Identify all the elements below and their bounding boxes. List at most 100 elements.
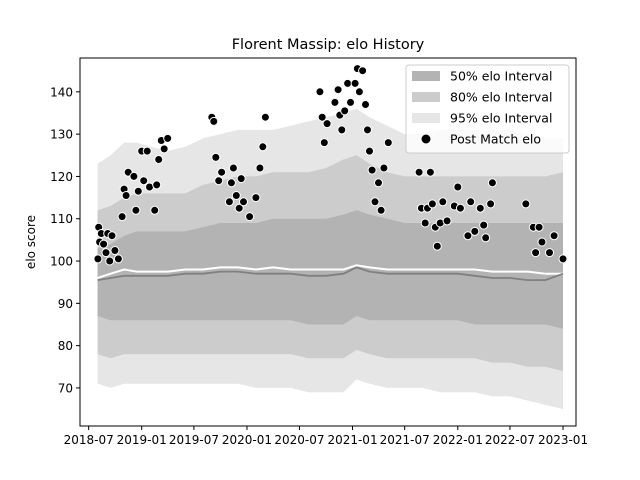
data-point: [99, 239, 109, 249]
data-point: [260, 112, 270, 122]
data-point: [319, 138, 329, 148]
interval-bands: [97, 108, 563, 410]
y-tick-label: 140: [50, 85, 73, 99]
data-point: [214, 176, 224, 186]
y-tick-label: 80: [58, 339, 73, 353]
data-point: [154, 155, 164, 164]
trend-lines: [97, 264, 564, 281]
data-point: [537, 237, 547, 247]
data-point: [486, 199, 496, 209]
data-point: [427, 199, 437, 209]
data-point: [255, 163, 265, 173]
data-point: [558, 254, 568, 264]
data-point: [521, 199, 531, 209]
legend-label: 50% elo Interval: [450, 69, 552, 84]
data-point: [226, 178, 236, 188]
data-point: [131, 205, 141, 215]
data-point: [534, 222, 544, 232]
x-tick-label: 2021-07: [380, 433, 430, 447]
data-point: [245, 212, 255, 222]
data-point: [545, 248, 554, 258]
x-tick-label: 2020-01: [222, 433, 272, 447]
y-tick-label: 120: [50, 170, 73, 184]
data-point: [425, 167, 435, 177]
data-point: [121, 191, 131, 200]
x-tick-label: 2022-07: [485, 433, 535, 447]
x-tick-label: 2021-01: [327, 433, 377, 447]
data-point: [150, 205, 160, 215]
data-point: [370, 197, 380, 207]
x-tick-label: 2019-01: [117, 433, 167, 447]
data-point: [211, 152, 221, 162]
data-point: [442, 216, 452, 226]
data-point: [129, 171, 139, 181]
data-point: [117, 212, 127, 222]
data-point: [455, 203, 465, 213]
data-point: [453, 182, 463, 192]
data-point: [133, 186, 143, 196]
data-point: [481, 233, 491, 243]
data-point: [251, 193, 261, 203]
post-match-points: [93, 64, 568, 266]
data-point: [479, 220, 489, 230]
x-tick-label: 2022-01: [433, 433, 483, 447]
y-tick-label: 130: [50, 128, 73, 142]
data-point: [379, 163, 389, 173]
data-point: [317, 112, 327, 122]
data-point: [414, 167, 424, 177]
plot-area: [93, 64, 568, 410]
y-axis-label: elo score: [24, 215, 38, 269]
x-tick-label: 2023-01: [538, 433, 588, 447]
data-point: [234, 203, 244, 213]
data-point: [217, 167, 227, 177]
data-point: [337, 125, 347, 135]
data-point: [224, 197, 234, 207]
x-tick-label: 2018-07: [64, 433, 114, 447]
data-point: [358, 66, 368, 76]
data-point: [367, 165, 377, 175]
data-point: [354, 87, 364, 97]
legend-label: 95% elo Interval: [450, 111, 552, 126]
data-point: [322, 119, 332, 129]
data-point: [209, 116, 219, 126]
data-point: [346, 97, 355, 107]
plot-frame: [79, 57, 577, 427]
data-point: [333, 85, 343, 95]
chart-title: Florent Massip: elo History: [232, 37, 425, 53]
data-point: [340, 106, 350, 116]
data-point: [258, 142, 268, 152]
legend-marker: [420, 133, 432, 145]
data-point: [142, 146, 152, 156]
data-point: [376, 205, 386, 215]
data-point: [438, 197, 448, 207]
legend-label: 80% elo Interval: [450, 90, 552, 105]
data-point: [159, 144, 169, 154]
data-point: [315, 87, 325, 97]
y-tick-label: 90: [58, 297, 73, 311]
data-point: [107, 231, 117, 241]
data-point: [343, 78, 353, 88]
legend: 50% elo Interval 80% elo Interval 95% elo …: [405, 64, 570, 154]
y-tick-label: 110: [50, 212, 73, 226]
data-point: [466, 197, 476, 207]
x-axis: 2018-07 2019-01 2019-07 2020-01 2020-07 2021-…: [64, 426, 588, 447]
data-point: [110, 246, 120, 255]
data-point: [432, 241, 442, 251]
y-axis: 70 80 90 100 110 120 130 140: [50, 85, 80, 395]
y-tick-label: 70: [58, 381, 73, 395]
legend-swatch: [412, 71, 440, 81]
data-point: [470, 226, 480, 236]
mean-line: [97, 266, 564, 281]
data-point: [236, 174, 246, 184]
data-point: [374, 178, 383, 188]
data-point: [383, 138, 393, 148]
data-point: [363, 125, 372, 135]
data-point: [228, 163, 238, 173]
data-point: [152, 180, 162, 190]
data-point: [549, 231, 559, 241]
legend-label: Post Match elo: [450, 132, 541, 147]
data-point: [365, 146, 374, 156]
x-tick-label: 2019-07: [169, 433, 219, 447]
data-point: [420, 218, 430, 228]
